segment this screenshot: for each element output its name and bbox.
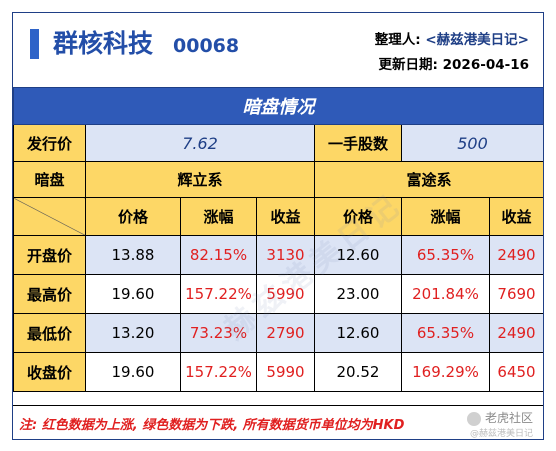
lot-size-value: 500 [400,124,543,162]
col-profit-a: 收益 [256,197,315,236]
price-a: 19.60 [85,274,181,314]
brand-name: 老虎社区 [484,411,533,425]
updated-label: 更新日期: [378,57,438,73]
price-b: 23.00 [314,274,402,314]
issue-row: 发行价 7.62 一手股数 500 [13,124,543,162]
dark-label: 暗盘 [13,161,86,198]
ipo-dark-market-card: 群核科技 00068 整理人: <赫兹港美日记> 更新日期: 2026-04-1… [12,12,544,440]
change-a: 157.22% [180,274,257,314]
column-header-row: 价格 涨幅 收益 价格 涨幅 收益 [13,197,543,236]
price-a: 13.20 [85,313,181,353]
col-profit-b: 收益 [488,197,543,236]
header: 群核科技 00068 整理人: <赫兹港美日记> 更新日期: 2026-04-1… [13,13,543,87]
price-b: 20.52 [314,352,402,392]
issue-price-value: 7.62 [85,124,315,162]
change-b: 65.35% [401,235,490,275]
profit-a: 5990 [256,274,315,314]
stock-code: 00068 [173,35,240,57]
accent-bar [30,29,39,59]
dark-market-table: 暗盘情况 发行价 7.62 一手股数 500 暗盘 辉立系 富途系 价格 涨幅 … [13,87,543,392]
organizer-line: 整理人: <赫兹港美日记> [375,28,529,48]
row-label: 最高价 [13,274,86,314]
broker-b: 富途系 [313,161,543,198]
banner-title: 暗盘情况 [13,87,543,125]
footer: 注: 红色数据为上涨, 绿色数据为下跌, 所有数据货币单位均为HKD 老虎社区 … [13,405,543,439]
lot-size-label: 一手股数 [314,124,402,162]
organizer-label: 整理人: [374,32,421,48]
profit-a: 3130 [256,235,315,275]
price-a: 19.60 [85,352,181,392]
change-b: 201.84% [401,274,490,314]
row-label: 最低价 [13,313,86,353]
change-b: 65.35% [401,313,490,353]
issue-price-label: 发行价 [13,124,86,162]
table-row: 最低价 13.20 73.23% 2790 12.60 65.35% 2490 [13,313,543,353]
tiger-icon [466,411,481,426]
updated-line: 更新日期: 2026-04-16 [379,53,529,73]
company-name: 群核科技 [53,29,154,58]
profit-b: 2490 [488,235,543,275]
profit-b: 7690 [488,274,543,314]
change-b: 169.29% [401,352,490,392]
change-a: 157.22% [180,352,257,392]
broker-row: 暗盘 辉立系 富途系 [13,161,543,198]
col-price-b: 价格 [314,197,402,236]
profit-a: 5990 [256,352,315,392]
row-label: 开盘价 [13,235,86,275]
diagonal-cell [13,197,86,236]
col-price-a: 价格 [85,197,181,236]
updated-date: 2026-04-16 [442,57,529,73]
brand-handle: @赫兹港美日记 [469,429,533,439]
table-row: 最高价 19.60 157.22% 5990 23.00 201.84% 769… [13,274,543,314]
col-change-a: 涨幅 [180,197,257,236]
profit-b: 2490 [488,313,543,353]
price-b: 12.60 [314,313,402,353]
price-b: 12.60 [314,235,402,275]
profit-b: 6450 [488,352,543,392]
table-row: 收盘价 19.60 157.22% 5990 20.52 169.29% 645… [13,352,543,392]
row-label: 收盘价 [13,352,86,392]
price-a: 13.88 [85,235,181,275]
change-a: 82.15% [180,235,257,275]
organizer-name: <赫兹港美日记> [425,32,529,48]
broker-a: 辉立系 [85,161,315,198]
brand-logo: 老虎社区 [466,409,533,426]
col-change-b: 涨幅 [401,197,490,236]
table-row: 开盘价 13.88 82.15% 3130 12.60 65.35% 2490 [13,235,543,275]
footer-note: 注: 红色数据为上涨, 绿色数据为下跌, 所有数据货币单位均为HKD [19,418,405,433]
banner-row: 暗盘情况 [13,87,543,125]
